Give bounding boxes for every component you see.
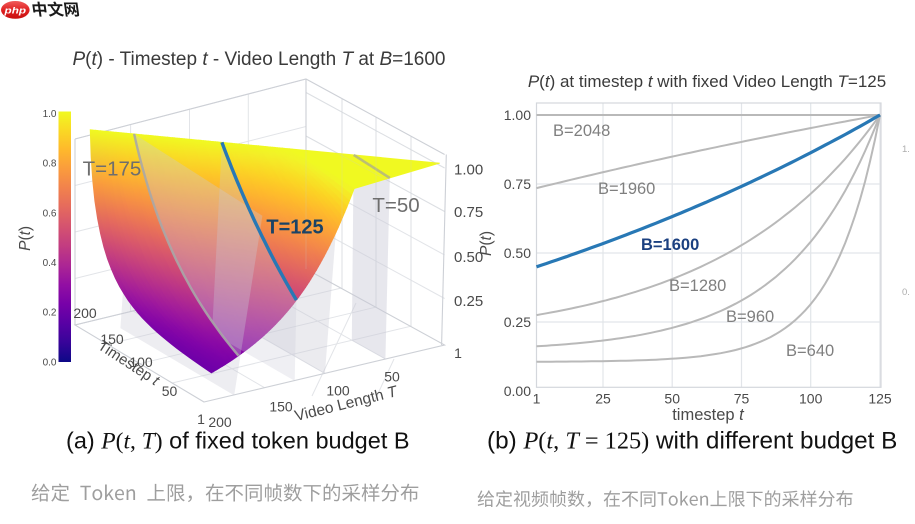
svg-text:B=1600: B=1600 bbox=[641, 236, 699, 254]
svg-text:0.4: 0.4 bbox=[43, 258, 57, 269]
svg-text:200: 200 bbox=[208, 414, 232, 430]
svg-text:1.00: 1.00 bbox=[454, 161, 483, 178]
svg-text:T=175: T=175 bbox=[83, 158, 142, 181]
svg-text:0.6: 0.6 bbox=[43, 208, 57, 219]
svg-text:0.50: 0.50 bbox=[454, 249, 483, 266]
svg-text:1.: 1. bbox=[902, 144, 910, 155]
svg-text:50: 50 bbox=[384, 369, 400, 385]
svg-text:1.0: 1.0 bbox=[43, 109, 57, 120]
svg-text:75: 75 bbox=[734, 391, 750, 407]
svg-text:150: 150 bbox=[100, 331, 124, 347]
svg-text:1.00: 1.00 bbox=[504, 107, 531, 123]
svg-text:(b) P(t, T = 125) with differe: (b) P(t, T = 125) with different budget … bbox=[487, 428, 897, 455]
svg-text:0.75: 0.75 bbox=[504, 176, 531, 192]
svg-text:0.2: 0.2 bbox=[43, 308, 57, 319]
svg-text:0.75: 0.75 bbox=[454, 204, 483, 221]
svg-text:100: 100 bbox=[129, 354, 153, 370]
svg-text:B=2048: B=2048 bbox=[553, 122, 610, 140]
svg-text:1: 1 bbox=[454, 345, 462, 361]
svg-text:0.: 0. bbox=[902, 287, 910, 298]
svg-text:0.25: 0.25 bbox=[504, 314, 531, 330]
svg-text:0.50: 0.50 bbox=[504, 245, 531, 261]
svg-text:P(t): P(t) bbox=[478, 231, 495, 256]
svg-text:50: 50 bbox=[162, 383, 178, 399]
svg-text:125: 125 bbox=[868, 391, 892, 407]
svg-text:200: 200 bbox=[73, 305, 97, 321]
svg-text:150: 150 bbox=[269, 399, 293, 415]
svg-text:T=125: T=125 bbox=[266, 217, 323, 239]
svg-text:100: 100 bbox=[799, 391, 823, 407]
svg-text:T=50: T=50 bbox=[372, 194, 419, 217]
svg-text:B=640: B=640 bbox=[786, 342, 834, 360]
svg-text:B=1280: B=1280 bbox=[669, 277, 726, 295]
svg-text:1: 1 bbox=[197, 411, 205, 427]
svg-text:B=960: B=960 bbox=[726, 308, 774, 326]
svg-text:25: 25 bbox=[595, 391, 611, 407]
svg-text:(a) P(t, T) of fixed token bud: (a) P(t, T) of fixed token budget B bbox=[66, 428, 410, 455]
svg-text:php: php bbox=[3, 5, 26, 16]
svg-text:P(t) - Timestep t - Video Leng: P(t) - Timestep t - Video Length T at B=… bbox=[72, 49, 445, 70]
svg-text:0.8: 0.8 bbox=[43, 159, 57, 170]
svg-text:timestep t: timestep t bbox=[672, 406, 745, 424]
svg-text:0.00: 0.00 bbox=[504, 383, 531, 399]
svg-text:P(t): P(t) bbox=[17, 226, 34, 251]
svg-text:100: 100 bbox=[326, 383, 350, 399]
svg-text:B=1960: B=1960 bbox=[598, 180, 655, 198]
svg-text:0.25: 0.25 bbox=[454, 293, 483, 310]
svg-text:0.0: 0.0 bbox=[43, 357, 57, 368]
svg-text:P(t) at timestep t with fixed: P(t) at timestep t with fixed Video Leng… bbox=[528, 72, 886, 91]
svg-text:50: 50 bbox=[664, 391, 680, 407]
svg-text:1: 1 bbox=[533, 391, 541, 407]
